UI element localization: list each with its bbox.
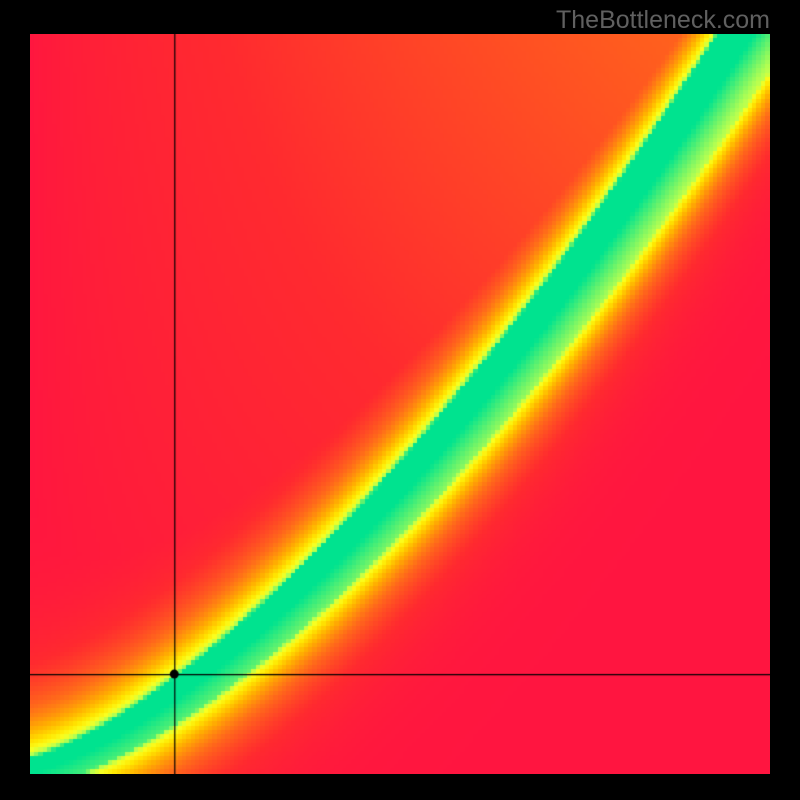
watermark-text: TheBottleneck.com bbox=[556, 6, 770, 35]
chart-stage: TheBottleneck.com bbox=[0, 0, 800, 800]
bottleneck-heatmap bbox=[30, 34, 770, 774]
